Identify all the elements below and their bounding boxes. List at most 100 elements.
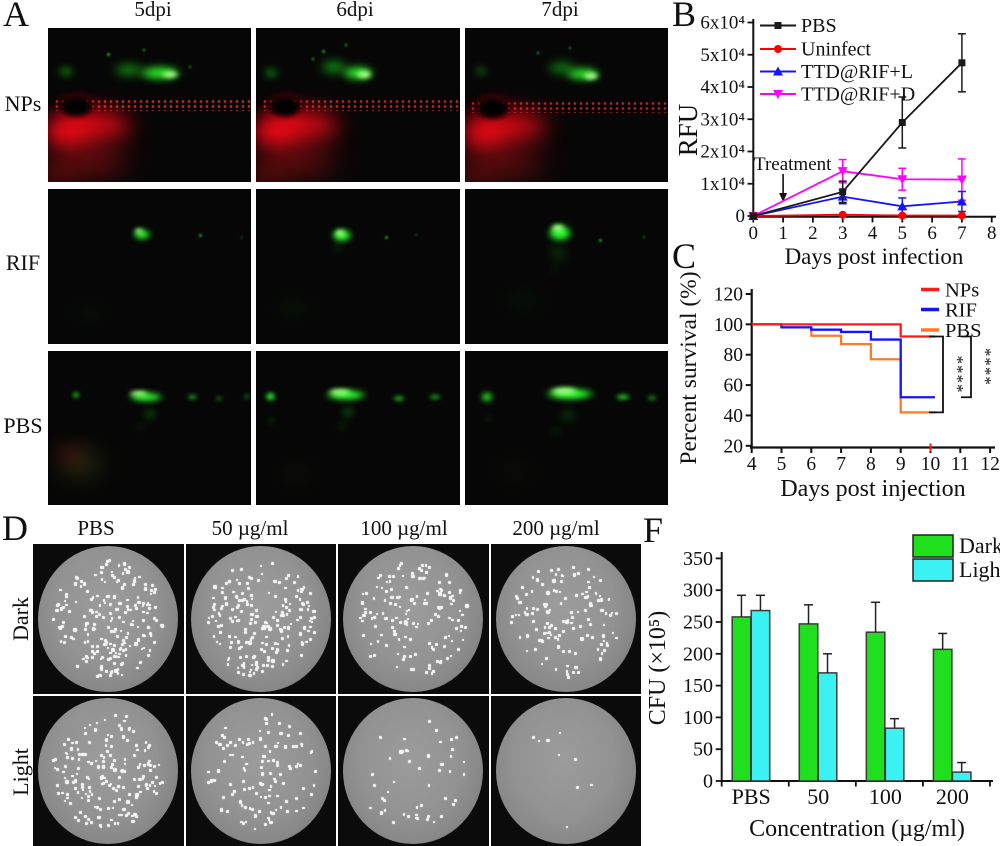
svg-text:2: 2	[808, 223, 818, 244]
plate-Light-3	[490, 696, 641, 846]
micrograph-NPs-6dpi	[256, 28, 460, 183]
panel-f-label: F	[643, 510, 664, 550]
svg-text:200: 200	[936, 784, 969, 809]
svg-text:Treatment: Treatment	[754, 154, 832, 175]
svg-text:100: 100	[683, 707, 713, 729]
svg-text:9: 9	[896, 454, 906, 475]
plate-Dark-2	[338, 544, 489, 694]
svg-text:100: 100	[714, 315, 743, 336]
micrograph-PBS-5dpi	[48, 350, 252, 505]
svg-text:Light: Light	[959, 557, 1000, 582]
svg-text:150: 150	[683, 675, 713, 697]
micrograph-RIF-6dpi	[256, 189, 460, 344]
svg-text:PBS: PBS	[801, 15, 837, 37]
svg-text:4: 4	[868, 223, 878, 244]
svg-text:4: 4	[747, 454, 757, 475]
panel-d-plate-grid	[33, 544, 641, 846]
svg-text:0: 0	[703, 771, 713, 793]
plate-Dark-0	[33, 544, 184, 694]
svg-text:300: 300	[683, 580, 713, 602]
micrograph-RIF-7dpi	[464, 189, 668, 344]
svg-text:Dark: Dark	[959, 533, 1000, 558]
svg-text:6: 6	[806, 454, 816, 475]
panel-a-header-5dpi: 5dpi	[134, 0, 172, 21]
svg-text:100: 100	[869, 784, 902, 809]
plate-Light-1	[185, 696, 336, 846]
petri-dish	[343, 546, 484, 692]
svg-text:250: 250	[683, 612, 713, 634]
svg-text:TTD@RIF+D: TTD@RIF+D	[801, 84, 915, 106]
panel-a-row-pbs: PBS	[3, 413, 43, 438]
svg-text:200: 200	[683, 643, 713, 665]
svg-text:CFU (×10⁵): CFU (×10⁵)	[645, 611, 671, 726]
svg-text:PBS: PBS	[945, 320, 981, 342]
svg-text:4x10⁴: 4x10⁴	[700, 77, 745, 98]
svg-text:8: 8	[987, 223, 997, 244]
panel-d-header-pbs: PBS	[77, 516, 115, 540]
panel-a-row-rif: RIF	[5, 250, 41, 275]
petri-dish	[190, 546, 331, 692]
panel-d-header-200: 200 µg/ml	[512, 516, 600, 540]
svg-text:10: 10	[921, 454, 941, 475]
svg-text:40: 40	[724, 406, 744, 427]
svg-text:50: 50	[807, 784, 829, 809]
svg-text:3: 3	[838, 223, 848, 244]
svg-text:60: 60	[724, 376, 744, 397]
petri-dish	[495, 698, 636, 844]
svg-text:120: 120	[714, 285, 743, 306]
svg-text:Days post injection: Days post injection	[780, 476, 965, 502]
chart-c-survival: 20 40 60 80 100 120 4 5 6 7 8 9 10 11 12 Percent surviv…	[676, 271, 1000, 502]
svg-text:2x10⁴: 2x10⁴	[700, 142, 745, 163]
panel-a-header-6dpi: 6dpi	[336, 0, 374, 21]
svg-text:TTD@RIF+L: TTD@RIF+L	[801, 61, 913, 83]
chart-b-rfu-line: 0 1 2 3 4 5 6 7 801x10⁴2x10⁴3x10⁴4x10⁴5x10⁴6x10⁴…	[673, 13, 997, 270]
petri-dish	[343, 698, 484, 844]
micrograph-PBS-6dpi	[256, 350, 460, 505]
svg-text:80: 80	[724, 345, 744, 366]
svg-text:20: 20	[724, 436, 744, 457]
micrograph-PBS-7dpi	[464, 350, 668, 505]
svg-text:1x10⁴: 1x10⁴	[700, 174, 745, 195]
panel-d-row-dark: Dark	[8, 597, 33, 641]
micrograph-NPs-5dpi	[48, 28, 252, 183]
svg-text:7: 7	[957, 223, 967, 244]
plate-Dark-3	[490, 544, 641, 694]
svg-text:11: 11	[951, 454, 970, 475]
micrograph-RIF-5dpi	[48, 189, 252, 344]
panel-a-header-7dpi: 7dpi	[541, 0, 579, 21]
svg-text:6x10⁴: 6x10⁴	[700, 13, 745, 34]
panel-d-header-50: 50 µg/ml	[211, 516, 289, 540]
svg-text:350: 350	[683, 548, 713, 570]
panel-b-label: B	[672, 0, 697, 34]
svg-text:5: 5	[777, 454, 787, 475]
petri-dish	[190, 698, 331, 844]
svg-text:PBS: PBS	[732, 784, 771, 809]
svg-text:8: 8	[866, 454, 876, 475]
svg-text:5: 5	[898, 223, 908, 244]
svg-text:RFU: RFU	[673, 104, 703, 157]
panel-d-row-light: Light	[8, 748, 33, 796]
svg-text:50: 50	[693, 739, 713, 761]
svg-text:3x10⁴: 3x10⁴	[700, 109, 745, 130]
panel-d-header-100: 100 µg/ml	[360, 516, 448, 540]
petri-dish	[38, 546, 179, 692]
micrograph-NPs-7dpi	[464, 28, 668, 183]
petri-dish	[495, 546, 636, 692]
svg-text:6: 6	[927, 223, 937, 244]
panel-a-row-nps: NPs	[4, 91, 42, 116]
svg-text:0: 0	[749, 223, 759, 244]
plate-Light-0	[33, 696, 184, 846]
svg-text:7: 7	[836, 454, 846, 475]
svg-text:NPs: NPs	[945, 279, 979, 301]
panel-d-label: D	[2, 508, 28, 548]
plate-Light-2	[338, 696, 489, 846]
chart-f-cfu-bars: 0 50 100 150 200 250 300 350 PBS 50 100 200 DarkLigh…	[645, 533, 1000, 842]
svg-text:Uninfect: Uninfect	[801, 39, 871, 61]
svg-text:Days post infection: Days post infection	[785, 244, 964, 269]
svg-text:Percent survival (%): Percent survival (%)	[676, 271, 702, 464]
svg-text:5x10⁴: 5x10⁴	[700, 45, 745, 66]
svg-text:Concentration (µg/ml): Concentration (µg/ml)	[749, 816, 965, 842]
svg-text:12: 12	[980, 454, 1000, 475]
svg-text:****: ****	[948, 355, 967, 393]
